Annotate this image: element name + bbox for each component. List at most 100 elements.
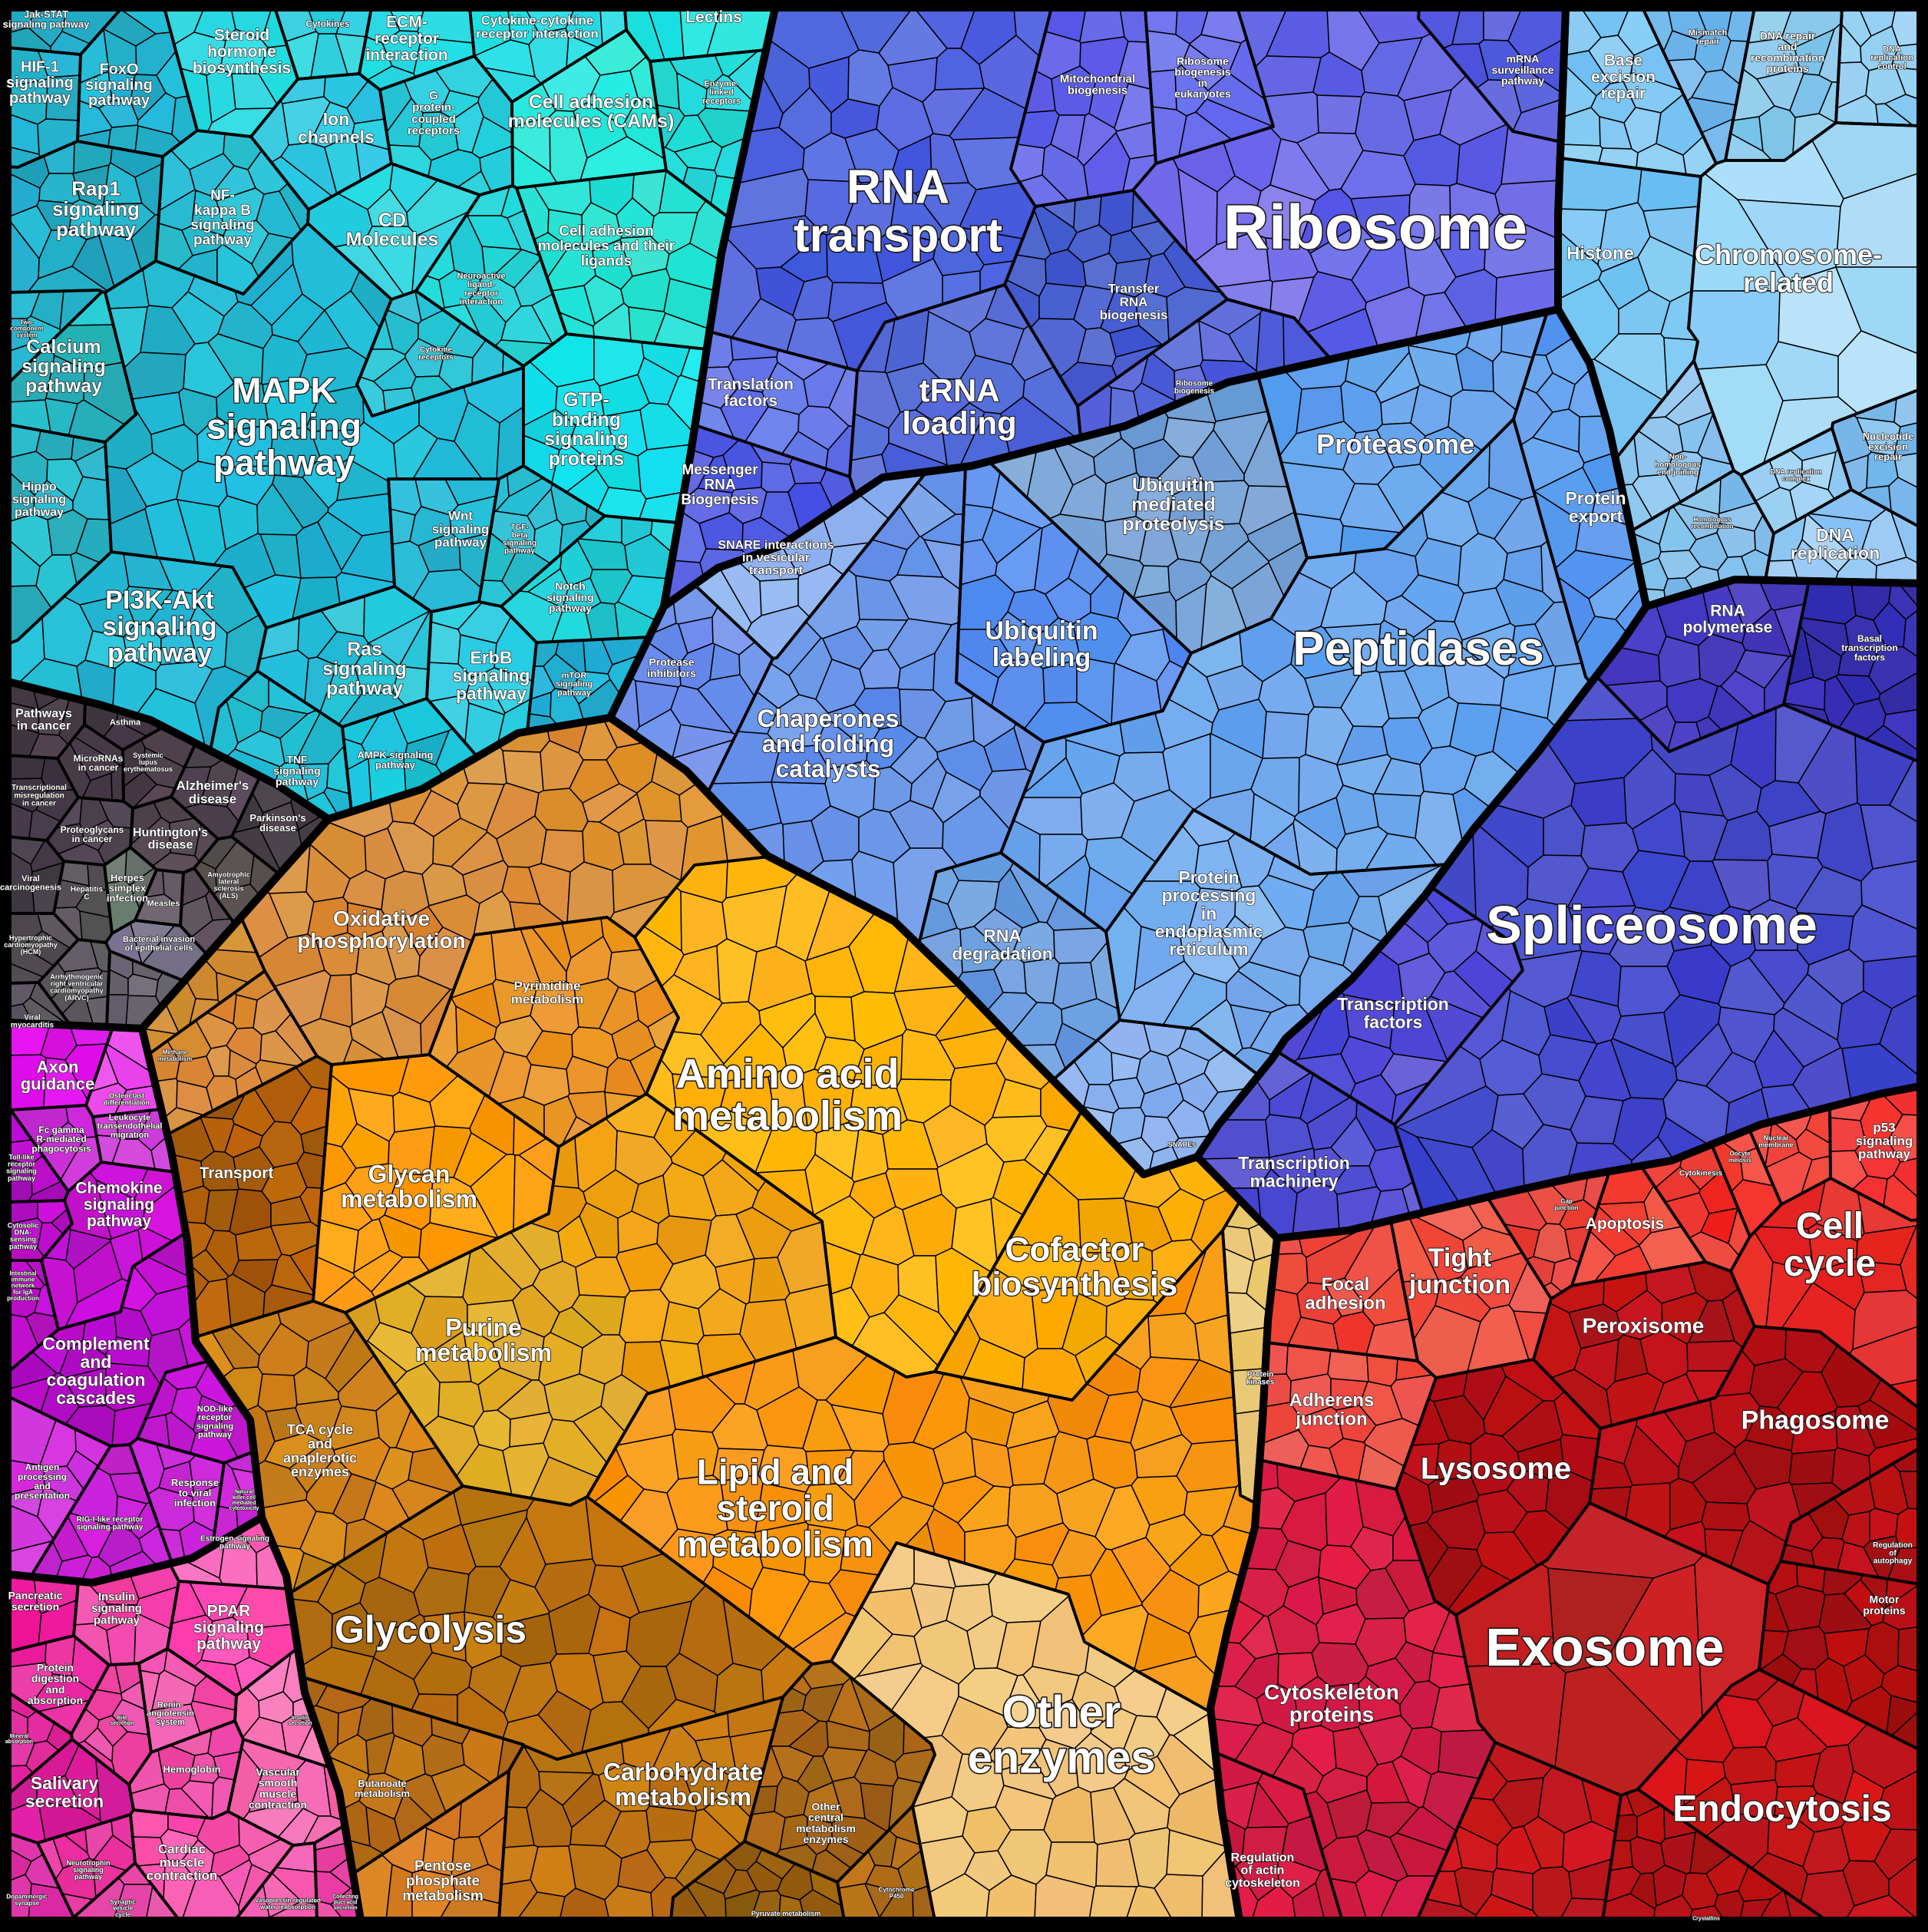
svg-text:Asthma: Asthma <box>110 718 141 728</box>
svg-text:Phagosome: Phagosome <box>1741 1406 1890 1435</box>
svg-text:Transport: Transport <box>200 1164 274 1182</box>
svg-text:Pyruvate metabolism: Pyruvate metabolism <box>751 1910 821 1917</box>
svg-text:Chromosome-related: Chromosome-related <box>1695 239 1882 299</box>
svg-text:Peroxisome: Peroxisome <box>1583 1314 1705 1338</box>
svg-text:Crystallins: Crystallins <box>1692 1916 1720 1921</box>
svg-text:Hemoglobin: Hemoglobin <box>163 1763 220 1775</box>
svg-text:Exosome: Exosome <box>1485 1617 1724 1677</box>
svg-text:Ribosome: Ribosome <box>1223 193 1527 263</box>
svg-text:SNAREs: SNAREs <box>1168 1141 1197 1148</box>
svg-text:Peptidases: Peptidases <box>1292 623 1543 675</box>
svg-text:Endocytosis: Endocytosis <box>1672 1788 1891 1829</box>
svg-text:Lectins: Lectins <box>685 8 742 26</box>
svg-text:Cytokines: Cytokines <box>305 18 350 29</box>
